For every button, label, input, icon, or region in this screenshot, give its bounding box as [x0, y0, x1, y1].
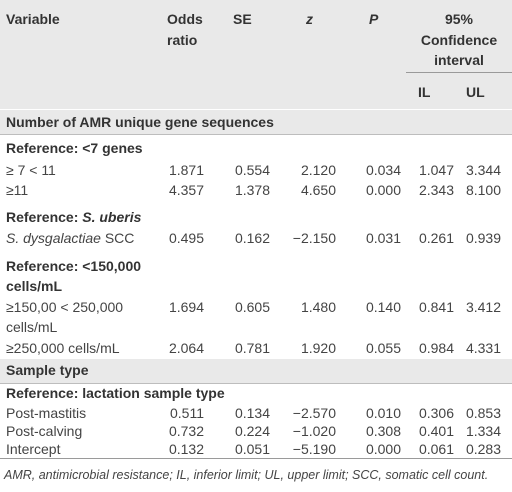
cell-z: 1.920 — [300, 340, 336, 356]
cell-ul: 0.283 — [465, 441, 501, 457]
cell-ul: 0.939 — [465, 230, 501, 246]
cell-odds-ratio: 1.871 — [168, 162, 204, 178]
cell-p: 0.308 — [365, 423, 401, 439]
cell-p: 0.031 — [365, 230, 401, 246]
cell-se: 0.605 — [234, 299, 270, 315]
divider — [0, 383, 512, 384]
cell-z: −1.020 — [292, 423, 336, 439]
cell-z: −2.570 — [292, 405, 336, 421]
cell-ul: 1.334 — [465, 423, 501, 439]
section-sample-type-title: Sample type — [6, 362, 89, 378]
header-z: z — [306, 11, 313, 27]
cell-z: 1.480 — [300, 299, 336, 315]
cell-ul: 8.100 — [465, 182, 501, 198]
cell-il: 0.306 — [418, 405, 454, 421]
header-ci-line1: 95% — [444, 11, 474, 27]
section-sample-type — [0, 359, 512, 383]
reference-genes: Reference: <7 genes — [6, 140, 143, 156]
cell-il: 0.841 — [418, 299, 454, 315]
cell-il: 0.984 — [418, 340, 454, 356]
cell-z: −5.190 — [292, 441, 336, 457]
cell-p: 0.000 — [365, 441, 401, 457]
cell-il: 2.343 — [418, 182, 454, 198]
cell-il: 0.061 — [418, 441, 454, 457]
cell-odds-ratio: 0.732 — [168, 423, 204, 439]
cell-ul: 0.853 — [465, 405, 501, 421]
row-label: ≥ 7 < 11 — [6, 162, 56, 178]
header-il: IL — [418, 84, 431, 100]
header-se: SE — [233, 11, 252, 27]
cell-z: 4.650 — [300, 182, 336, 198]
ci-divider — [406, 72, 512, 73]
table-footnote: AMR, antimicrobial resistance; IL, infer… — [4, 468, 489, 482]
cell-z: −2.150 — [292, 230, 336, 246]
cell-odds-ratio: 0.511 — [170, 405, 204, 421]
cell-p: 0.055 — [365, 340, 401, 356]
header-ci-line2: Confidence — [420, 32, 498, 48]
row-label-rest: SCC — [100, 230, 135, 246]
reference-uberis: Reference: S. uberis — [6, 207, 141, 227]
row-label: ≥11 — [6, 182, 29, 198]
cell-p: 0.140 — [365, 299, 401, 315]
cell-odds-ratio: 1.694 — [168, 299, 204, 315]
cell-odds-ratio: 0.132 — [168, 441, 204, 457]
cell-p: 0.034 — [365, 162, 401, 178]
header-ul: UL — [466, 84, 485, 100]
header-odds-ratio-line1: Odds — [167, 11, 203, 27]
cell-ul: 3.344 — [465, 162, 501, 178]
row-label: Post-mastitis — [6, 405, 87, 421]
reference-uberis-prefix: Reference: — [6, 209, 83, 225]
reference-cells-line1: Reference: <150,000 — [6, 258, 142, 274]
reference-uberis-species: S. uberis — [82, 209, 142, 225]
section-amr — [0, 110, 512, 134]
cell-se: 0.224 — [234, 423, 270, 439]
cell-il: 1.047 — [418, 162, 454, 178]
section-amr-title: Number of AMR unique gene sequences — [6, 114, 274, 130]
row-label-line2: cells/mL — [6, 319, 58, 335]
cell-p: 0.010 — [365, 405, 401, 421]
cell-se: 0.051 — [234, 441, 270, 457]
cell-odds-ratio: 2.064 — [168, 340, 204, 356]
divider — [0, 134, 512, 135]
header-variable: Variable — [6, 11, 60, 27]
cell-odds-ratio: 0.495 — [168, 230, 204, 246]
cell-p: 0.000 — [365, 182, 401, 198]
cell-se: 0.134 — [234, 405, 270, 421]
header-odds-ratio-line2: ratio — [167, 32, 198, 48]
cell-ul: 4.331 — [465, 340, 501, 356]
cell-se: 0.554 — [234, 162, 270, 178]
row-label: Intercept — [6, 441, 61, 457]
row-label: S. dysgalactiae SCC — [6, 228, 134, 248]
cell-il: 0.261 — [418, 230, 454, 246]
reference-cells-line2: cells/mL — [6, 278, 63, 294]
cell-odds-ratio: 4.357 — [168, 182, 204, 198]
row-label: Post-calving — [6, 423, 83, 439]
table-header — [0, 0, 512, 109]
cell-se: 0.162 — [234, 230, 270, 246]
cell-se: 1.378 — [234, 182, 270, 198]
header-p: P — [369, 11, 379, 27]
reference-lactation: Reference: lactation sample type — [6, 385, 225, 401]
row-label-species: S. dysgalactiae — [6, 230, 101, 246]
cell-se: 0.781 — [234, 340, 270, 356]
row-label-line1: ≥150,00 < 250,000 — [6, 299, 124, 315]
row-label: ≥250,000 cells/mL — [6, 340, 120, 356]
cell-il: 0.401 — [418, 423, 454, 439]
table-bottom-rule — [0, 458, 512, 459]
cell-z: 2.120 — [300, 162, 336, 178]
cell-ul: 3.412 — [465, 299, 501, 315]
header-ci-line3: interval — [434, 52, 484, 68]
